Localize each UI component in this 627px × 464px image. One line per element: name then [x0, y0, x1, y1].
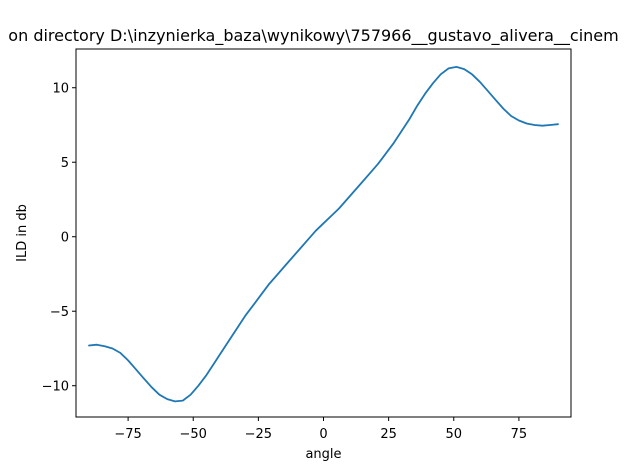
y-tick-label: 10 — [52, 82, 69, 97]
chart-title: on directory D:\inzynierka_baza\wynikowy… — [8, 26, 618, 46]
x-axis: −75 −50 −25 0 25 50 75 — [114, 417, 527, 442]
series-layer — [88, 66, 559, 403]
x-tick-label: −75 — [114, 427, 141, 442]
y-tick-label: 0 — [61, 231, 69, 246]
y-axis-label: ILD in db — [15, 204, 30, 262]
x-tick-label: −50 — [180, 427, 207, 442]
x-axis-label: angle — [305, 447, 341, 462]
x-tick-label: 0 — [319, 427, 327, 442]
y-axis: −10 −5 0 5 10 — [42, 82, 76, 395]
y-tick-label: −10 — [42, 380, 69, 395]
y-tick-label: 5 — [61, 156, 69, 171]
y-tick-label: −5 — [50, 305, 69, 320]
x-tick-label: 25 — [380, 427, 397, 442]
x-tick-label: −25 — [245, 427, 272, 442]
x-tick-label: 50 — [445, 427, 462, 442]
plot-area — [75, 48, 572, 418]
x-tick-label: 75 — [511, 427, 528, 442]
series-line-0 — [88, 66, 559, 403]
